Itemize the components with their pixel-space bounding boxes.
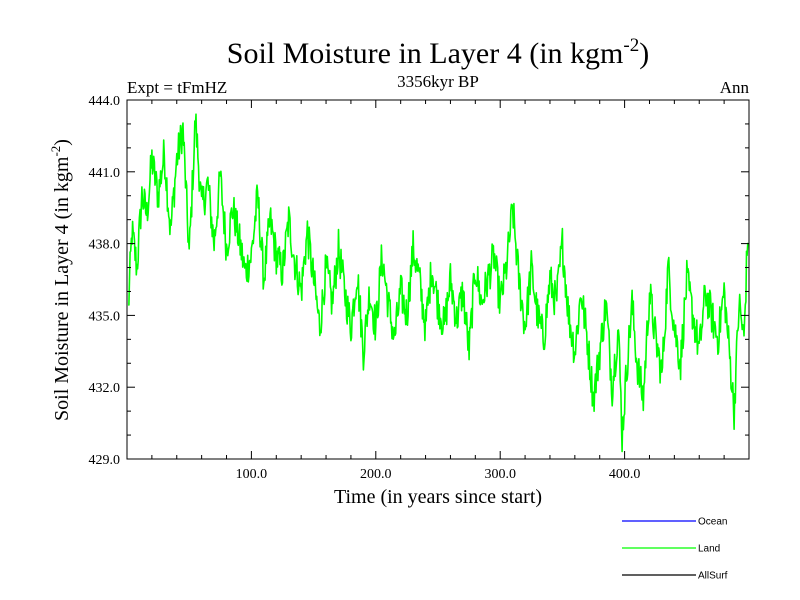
y-axis-label: Soil Moisture in Layer 4 (in kgm-2): [48, 139, 73, 421]
y-tick-label: 429.0: [89, 453, 121, 468]
x-axis-label: Time (in years since start): [334, 486, 542, 508]
series-group: [127, 113, 749, 453]
legend: Ocean Land AllSurf: [622, 517, 728, 582]
legend-label-allsurf: AllSurf: [698, 571, 728, 582]
x-tick-label: 100.0: [236, 467, 268, 482]
y-axis-label-superscript: -2: [48, 146, 63, 157]
legend-label-land: Land: [698, 544, 720, 555]
experiment-label: Expt = tFmHZ: [127, 78, 227, 97]
y-tick-label: 435.0: [89, 309, 121, 324]
x-tick-label: 300.0: [484, 467, 516, 482]
y-tick-label: 438.0: [89, 238, 121, 253]
series-line-land: [127, 113, 749, 453]
y-tick-label: 441.0: [89, 166, 121, 181]
x-tick-label: 200.0: [360, 467, 392, 482]
tick-group: 100.0 200.0 300.0 400.0 429.0 432.0 435.0 438.0…: [89, 94, 749, 482]
y-tick-label: 432.0: [89, 381, 121, 396]
season-label: Ann: [720, 78, 750, 97]
time-period-label: 3356kyr BP: [397, 72, 479, 91]
x-tick-label: 400.0: [609, 467, 641, 482]
y-axis-label-close: ): [51, 139, 73, 146]
y-tick-label: 444.0: [89, 94, 121, 109]
plot-frame: [126, 99, 750, 460]
chart-title-superscript: -2: [623, 35, 639, 56]
chart-title-close: ): [639, 37, 649, 70]
chart-title: Soil Moisture in Layer 4 (in kgm-2): [227, 35, 649, 70]
legend-label-ocean: Ocean: [698, 517, 727, 528]
